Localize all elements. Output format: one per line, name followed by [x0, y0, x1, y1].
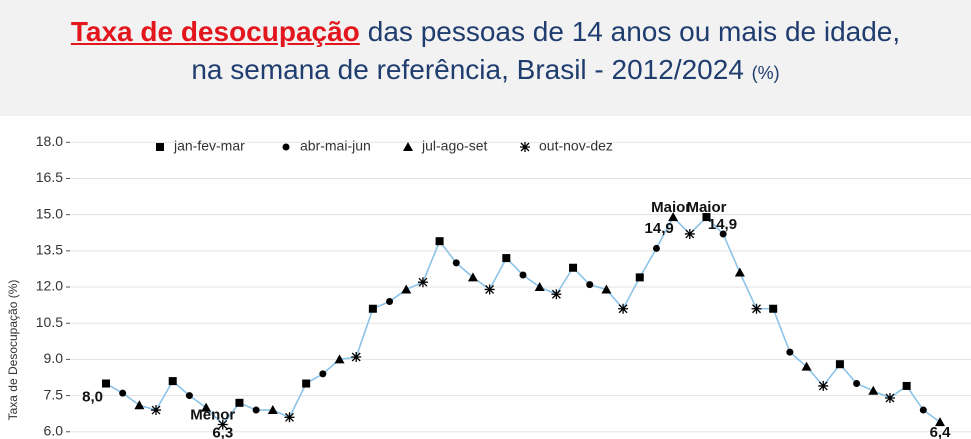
marker: [751, 303, 762, 314]
plot-area: [70, 123, 971, 439]
y-tick-label: 15.0: [36, 205, 63, 221]
marker: [902, 381, 911, 390]
data-label: 6,3: [212, 424, 233, 439]
title: das pessoas de 14 anos ou mais de idade,: [367, 16, 901, 47]
marker: [368, 304, 377, 313]
marker: [734, 267, 745, 277]
marker: [801, 361, 812, 371]
marker: [586, 281, 594, 289]
y-tick-label: 10.5: [36, 314, 63, 330]
y-tick-label: 12.0: [36, 278, 63, 294]
marker: [284, 412, 295, 423]
legend-marker: [403, 142, 413, 151]
annotation: Maior: [686, 199, 726, 216]
marker: [519, 271, 527, 279]
marker: [884, 392, 895, 403]
data-label: 14,9: [645, 220, 674, 237]
marker: [635, 273, 644, 282]
marker: [401, 284, 412, 294]
data-label: 6,4: [930, 424, 952, 439]
marker: [668, 212, 679, 222]
marker: [684, 228, 695, 239]
title-line: na semana de referência, Brasil - 2012/2…: [0, 54, 971, 86]
data-label: 14,9: [708, 216, 737, 233]
marker: [935, 417, 945, 427]
data-label: 8,0: [82, 388, 103, 405]
marker: [319, 370, 327, 378]
y-tick-label: 6.0: [44, 422, 64, 438]
legend-marker: [520, 142, 530, 152]
y-tick-label: 13.5: [36, 242, 63, 258]
legend-label: out-nov-dez: [539, 138, 613, 154]
marker: [835, 360, 844, 369]
title-line2: na semana de referência, Brasil - 2012/2…: [191, 54, 744, 85]
y-axis-label: Taxa de Desocupação (%): [6, 280, 20, 421]
title-highlight: Taxa de desocupação: [70, 16, 360, 47]
marker: [618, 303, 629, 314]
marker: [652, 244, 660, 252]
legend-marker: [282, 143, 290, 151]
marker: [769, 304, 778, 313]
title-unit: (%): [751, 63, 780, 83]
marker: [201, 402, 212, 412]
annotation: Menor: [190, 406, 235, 423]
marker: [267, 405, 278, 415]
marker: [168, 377, 177, 386]
marker: [702, 213, 711, 222]
marker: [853, 380, 861, 388]
marker: [868, 385, 879, 395]
marker: [119, 389, 127, 397]
marker: [719, 230, 727, 238]
y-tick-label: 9.0: [44, 350, 64, 366]
legend-label: jan-fev-mar: [173, 138, 245, 154]
marker: [601, 284, 612, 294]
y-tick-label: 18.0: [36, 133, 63, 149]
y-tick-label: 7.5: [44, 386, 64, 402]
marker: [351, 351, 362, 362]
y-tick-label: 16.5: [36, 169, 63, 185]
marker: [417, 277, 428, 288]
marker: [151, 405, 162, 416]
marker: [334, 354, 345, 364]
marker: [534, 282, 545, 292]
marker: [502, 254, 511, 263]
header: Taxa de desocupação das pessoas de 14 ano…: [0, 0, 971, 116]
marker: [551, 289, 562, 300]
marker: [467, 272, 478, 282]
legend-label: jul-ago-set: [421, 138, 487, 154]
marker: [102, 379, 110, 388]
marker: [185, 392, 193, 400]
marker: [786, 348, 794, 356]
marker: [435, 237, 444, 246]
marker: [134, 400, 145, 410]
marker: [217, 419, 228, 430]
legend-marker: [156, 143, 164, 151]
marker: [818, 380, 829, 391]
marker: [235, 398, 244, 407]
marker: [569, 263, 578, 272]
annotation: Maior: [651, 199, 691, 216]
marker: [484, 284, 495, 295]
marker: [252, 406, 260, 414]
marker: [919, 406, 927, 414]
marker: [302, 379, 311, 388]
title-line: Taxa de desocupação das pessoas de 14 ano…: [0, 16, 971, 48]
marker: [452, 259, 460, 267]
legend-label: abr-mai-jun: [300, 138, 371, 154]
marker: [386, 298, 394, 306]
